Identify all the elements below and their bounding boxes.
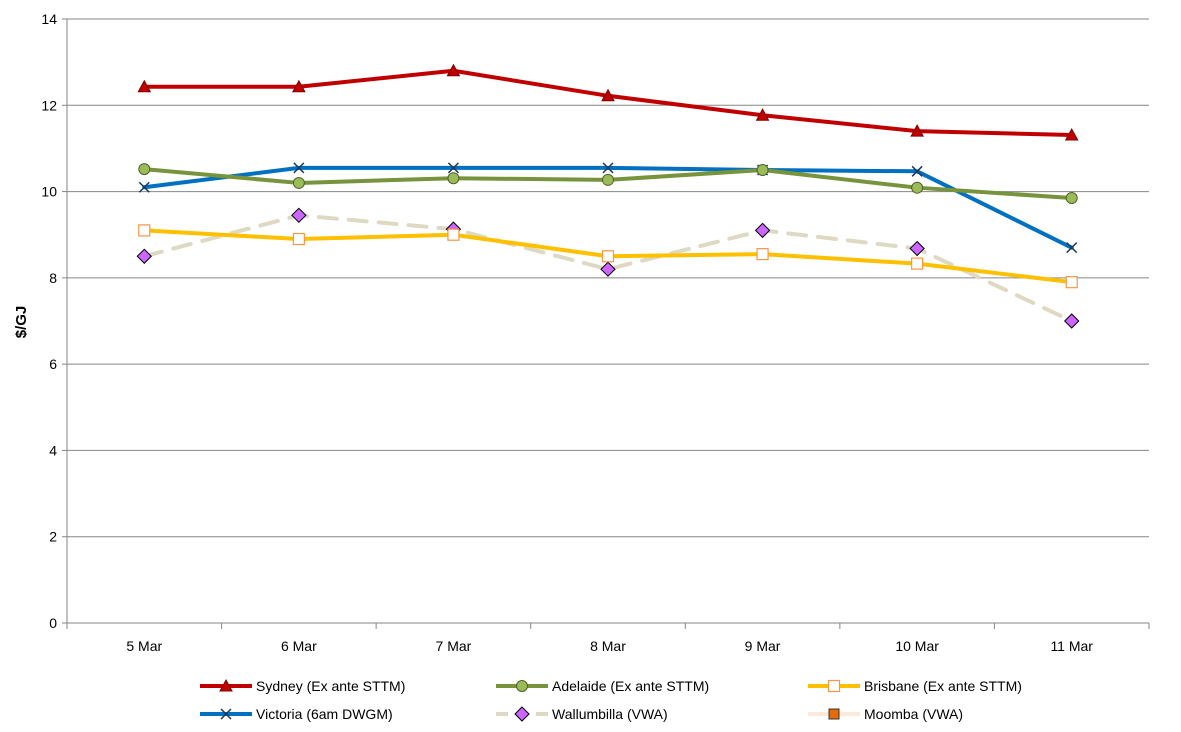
legend-item: Adelaide (Ex ante STTM) (496, 678, 709, 694)
data-point-marker (1064, 313, 1080, 329)
x-tick-label: 11 Mar (1050, 638, 1093, 654)
series-lines (136, 63, 1080, 329)
data-point-marker (601, 88, 615, 102)
data-point-marker (137, 79, 152, 93)
data-point-marker (756, 248, 769, 261)
data-point-marker (1065, 276, 1078, 289)
data-point-marker (136, 248, 152, 264)
data-point-marker (291, 207, 307, 224)
axes (66, 19, 1150, 629)
data-point-marker (602, 162, 614, 174)
legend-marker (827, 679, 841, 693)
legend-label: Adelaide (Ex ante STTM) (552, 678, 709, 694)
data-point-marker (601, 250, 615, 263)
legend-marker (220, 708, 232, 720)
legend-item: Sydney (Ex ante STTM) (200, 678, 405, 694)
legend-item: Wallumbilla (VWA) (496, 706, 668, 722)
legend-marker (514, 706, 530, 722)
data-point-marker (292, 176, 305, 189)
y-axis-label: $/GJ (13, 306, 30, 339)
x-tick-label: 6 Mar (281, 638, 317, 654)
y-tick-label: 10 (41, 184, 57, 200)
data-point-marker (447, 162, 459, 174)
data-point-marker (1065, 192, 1078, 205)
data-point-marker (911, 181, 924, 194)
legend-item: Brisbane (Ex ante STTM) (808, 678, 1022, 694)
data-point-marker (1064, 128, 1079, 141)
legend-item: Victoria (6am DWGM) (200, 706, 393, 722)
x-tick-label: 8 Mar (590, 638, 626, 654)
gridlines (62, 18, 1149, 624)
legend-label: Sydney (Ex ante STTM) (256, 678, 405, 694)
data-point-marker (600, 261, 616, 277)
data-point-marker (911, 257, 924, 270)
data-point-marker (292, 232, 305, 246)
data-point-marker (447, 228, 460, 241)
series-adelaide-ex-ante-sttm (138, 163, 1078, 205)
legend-label: Victoria (6am DWGM) (256, 706, 393, 722)
y-tick-label: 4 (49, 442, 57, 458)
data-point-marker (911, 165, 923, 177)
x-tick-labels: 5 Mar 6 Mar 7 Mar 8 Mar 9 Mar 10 Mar 11 Mar (126, 638, 1093, 654)
x-tick-label: 5 Mar (126, 638, 162, 654)
legend: Sydney (Ex ante STTM) Adelaide (Ex ante S… (200, 678, 1022, 722)
x-tick-label: 10 Mar (895, 638, 939, 654)
data-point-marker (910, 124, 924, 137)
data-point-marker (755, 108, 770, 121)
legend-item: Moomba (VWA) (808, 706, 963, 722)
y-tick-label: 8 (49, 270, 57, 286)
y-tick-label: 6 (49, 356, 57, 372)
y-tick-label: 12 (41, 97, 57, 113)
data-point-marker (446, 63, 461, 77)
legend-marker (828, 708, 840, 720)
y-tick-labels: 0 2 4 6 8 10 12 14 (41, 11, 57, 631)
legend-label: Moomba (VWA) (864, 706, 963, 722)
data-point-marker (138, 181, 150, 193)
y-tick-label: 0 (49, 615, 57, 631)
data-point-marker (602, 173, 614, 186)
data-point-marker (447, 172, 460, 185)
x-tick-label: 7 Mar (436, 638, 472, 654)
x-tick-label: 9 Mar (745, 638, 781, 654)
y-tick-label: 14 (41, 11, 57, 27)
y-tick-label: 2 (49, 529, 57, 545)
legend-marker (219, 678, 233, 692)
data-point-marker (909, 240, 925, 257)
series-sydney-ex-ante-sttm (137, 63, 1079, 141)
series-brisbane-ex-ante-sttm (138, 224, 1078, 289)
legend-label: Brisbane (Ex ante STTM) (864, 678, 1022, 694)
series-line (142, 68, 1074, 138)
data-point-marker (292, 79, 306, 93)
data-point-marker (1066, 242, 1078, 254)
data-point-marker (138, 224, 151, 237)
data-point-marker (756, 164, 769, 176)
legend-label: Wallumbilla (VWA) (552, 706, 668, 722)
data-point-marker (754, 222, 771, 239)
data-point-marker (138, 163, 151, 176)
legend-marker (516, 680, 528, 692)
data-point-marker (293, 162, 305, 174)
series-wallumbilla-vwa (136, 207, 1080, 329)
